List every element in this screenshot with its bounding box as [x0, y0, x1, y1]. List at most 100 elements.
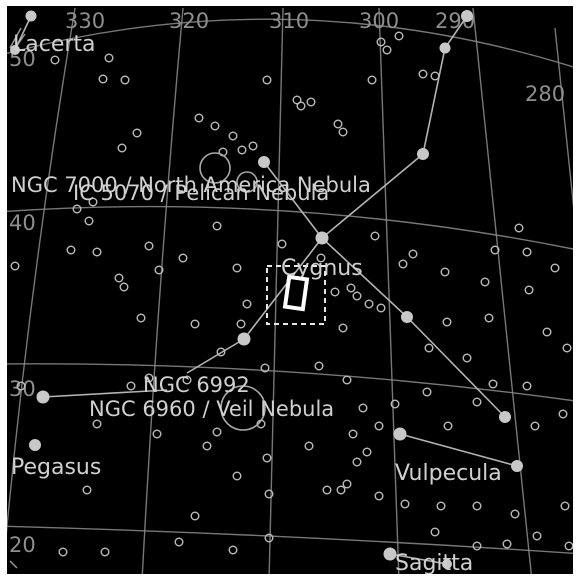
- faint-star-icon: [88, 197, 98, 207]
- faint-star-icon: [126, 381, 136, 391]
- faint-star-icon: [430, 527, 440, 537]
- star-icon: [499, 411, 511, 423]
- faint-star-icon: [408, 249, 418, 259]
- star-icon: [393, 427, 407, 441]
- faint-star-icon: [490, 245, 500, 255]
- faint-star-icon: [236, 319, 246, 329]
- star-icon: [442, 559, 452, 569]
- faint-star-icon: [338, 323, 348, 333]
- faint-star-icon: [248, 141, 258, 151]
- coordinate-grid: [7, 7, 573, 574]
- faint-star-icon: [336, 485, 346, 495]
- faint-star-icon: [422, 387, 432, 397]
- fov-frame[interactable]: [266, 265, 326, 325]
- ra-line-320: [141, 7, 184, 574]
- star-icon: [29, 439, 41, 451]
- dec-line-40: [7, 205, 573, 250]
- faint-star-icon: [216, 347, 226, 357]
- faint-star-icon: [522, 381, 532, 391]
- faint-star-icon: [472, 397, 482, 407]
- faint-star-icon: [232, 471, 242, 481]
- faint-star-icon: [348, 429, 358, 439]
- star-icon: [237, 332, 251, 346]
- faint-star-icon: [262, 453, 272, 463]
- faint-star-icon: [82, 485, 92, 495]
- faint-star-icon: [136, 313, 146, 323]
- faint-star-icon: [480, 277, 490, 287]
- faint-star-icon: [92, 419, 102, 429]
- faint-stars: [10, 31, 573, 557]
- faint-star-icon: [374, 421, 384, 431]
- faint-star-icon: [514, 223, 524, 233]
- dec-label: 20: [9, 533, 36, 557]
- faint-star-icon: [342, 479, 352, 489]
- faint-star-icon: [530, 421, 540, 431]
- faint-star-icon: [352, 291, 362, 301]
- star-icon: [417, 148, 429, 160]
- faint-star-icon: [296, 101, 306, 111]
- field-of-view[interactable]: [266, 265, 326, 325]
- faint-star-icon: [84, 216, 94, 226]
- faint-star-icon: [374, 491, 384, 501]
- faint-star-icon: [562, 343, 572, 353]
- faint-star-icon: [58, 547, 68, 557]
- faint-star-icon: [98, 74, 108, 84]
- faint-star-icon: [202, 441, 212, 451]
- bright-stars: [10, 10, 523, 569]
- faint-star-icon: [104, 53, 114, 63]
- ra-label: 320: [169, 9, 209, 33]
- faint-star-icon: [120, 75, 130, 85]
- faint-star-icon: [100, 547, 110, 557]
- faint-star-icon: [190, 319, 200, 329]
- dec-line-50: [7, 18, 573, 68]
- faint-star-icon: [550, 263, 560, 273]
- faint-star-icon: [314, 361, 324, 371]
- ra-label: 300: [359, 9, 399, 33]
- faint-star-icon: [390, 399, 400, 409]
- faint-star-icon: [117, 143, 127, 153]
- faint-star-icon: [443, 421, 453, 431]
- faint-star-icon: [532, 531, 542, 541]
- faint-star-icon: [114, 273, 124, 283]
- object-label: NGC 6960 / Veil Nebula: [89, 397, 334, 421]
- faint-star-icon: [232, 263, 242, 273]
- faint-star-icon: [484, 313, 494, 323]
- faint-star-icon: [333, 119, 343, 129]
- faint-star-icon: [367, 75, 377, 85]
- faint-star-icon: [212, 221, 222, 231]
- ra-line-330: [7, 7, 76, 534]
- faint-star-icon: [430, 71, 440, 81]
- star-icon: [383, 547, 397, 561]
- faint-star-icon: [510, 509, 520, 519]
- faint-star-icon: [292, 95, 302, 105]
- faint-star-icon: [277, 239, 287, 249]
- faint-star-icon: [154, 265, 164, 275]
- sky-chart[interactable]: 330 320 310 300 290 280 50 40 30 20: [7, 6, 573, 574]
- faint-star-icon: [440, 267, 450, 277]
- object-label: IC 5070 / Pelican Nebula: [73, 181, 329, 205]
- faint-star-icon: [228, 131, 238, 141]
- faint-star-icon: [358, 403, 368, 413]
- faint-star-icon: [50, 55, 60, 65]
- dec-line-30: [7, 363, 573, 402]
- faint-star-icon: [242, 299, 252, 309]
- faint-star-icon: [400, 499, 410, 509]
- faint-star-icon: [462, 353, 472, 363]
- faint-star-icon: [132, 128, 142, 138]
- faint-star-icon: [342, 375, 352, 385]
- faint-star-icon: [472, 541, 482, 551]
- faint-star-icon: [522, 247, 532, 257]
- faint-star-icon: [260, 363, 270, 373]
- sensor-frame[interactable]: [282, 274, 310, 312]
- faint-star-icon: [418, 69, 428, 79]
- star-icon: [10, 45, 20, 55]
- faint-star-icon: [316, 253, 326, 263]
- faint-star-icon: [542, 327, 552, 337]
- faint-star-icon: [210, 121, 220, 131]
- corner-marks: [9, 27, 26, 569]
- star-icon: [315, 231, 329, 245]
- star-icon: [461, 10, 473, 22]
- faint-star-icon: [212, 427, 222, 437]
- faint-star-icon: [16, 381, 26, 391]
- faint-star-icon: [92, 247, 102, 257]
